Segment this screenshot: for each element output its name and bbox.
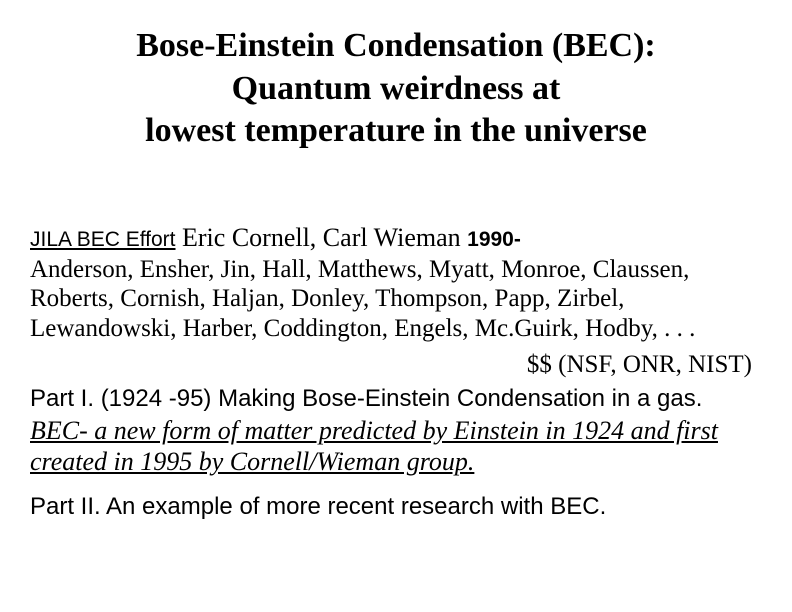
- part1-heading: Part I. (1924 -95) Making Bose-Einstein …: [30, 385, 762, 413]
- slide-title: Bose-Einstein Condensation (BEC): Quantu…: [30, 25, 762, 153]
- title-line-3: lowest temperature in the universe: [145, 112, 647, 149]
- credits-block: JILA BEC Effort Eric Cornell, Carl Wiema…: [30, 223, 762, 344]
- title-line-2: Quantum weirdness at: [232, 70, 561, 107]
- year-label: 1990-: [467, 228, 521, 251]
- effort-label: JILA BEC Effort: [30, 228, 176, 251]
- part1-description: BEC- a new form of matter predicted by E…: [30, 415, 762, 477]
- part2-heading: Part II. An example of more recent resea…: [30, 493, 762, 521]
- contributors-list: Anderson, Ensher, Jin, Hall, Matthews, M…: [30, 255, 762, 344]
- title-line-1: Bose-Einstein Condensation (BEC):: [136, 27, 656, 64]
- credit-line: JILA BEC Effort Eric Cornell, Carl Wiema…: [30, 223, 762, 253]
- funding-line: $$ (NSF, ONR, NIST): [30, 351, 762, 379]
- principal-investigators: Eric Cornell, Carl Wieman: [176, 223, 468, 252]
